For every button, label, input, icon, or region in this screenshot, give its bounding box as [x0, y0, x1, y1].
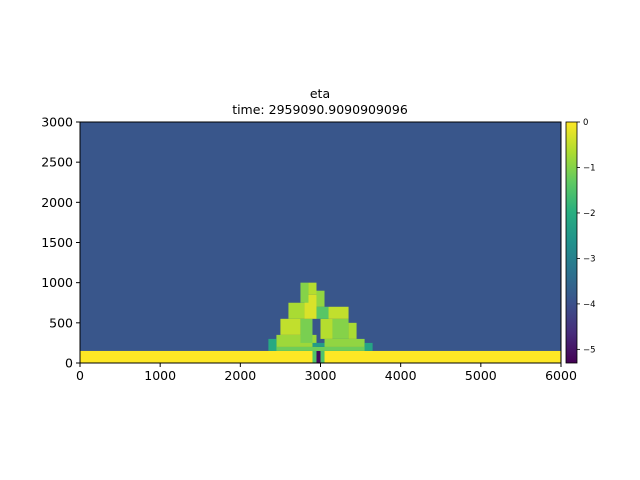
heatmap-cell — [320, 318, 333, 339]
colorbar — [565, 121, 578, 364]
heatmap-cell — [348, 322, 357, 339]
y-tick-label: 0 — [65, 356, 73, 371]
y-tick-label: 2000 — [41, 195, 73, 210]
heatmap-cell — [332, 318, 349, 339]
y-tick-label: 2500 — [41, 155, 73, 170]
colorbar-tick-label: −4 — [583, 300, 596, 310]
chart-subtitle: time: 2959090.9090909096 — [232, 102, 408, 117]
heatmap-cell — [316, 306, 329, 319]
x-tick-label: 1000 — [144, 368, 176, 383]
heatmap-cell — [316, 350, 321, 363]
colorbar-tick-label: −5 — [583, 345, 596, 355]
heatmap-cell — [316, 290, 325, 307]
heatmap-cell — [300, 282, 309, 303]
heatmap-cell — [364, 342, 373, 351]
heatmap-cell — [300, 318, 313, 343]
heatmap-cell — [308, 282, 317, 295]
colorbar-tick-label: −2 — [583, 209, 596, 219]
y-axis: 0 500 1000 1500 2000 2500 3000 — [41, 115, 80, 371]
heatmap-cell — [328, 306, 349, 319]
x-tick-label: 6000 — [545, 368, 577, 383]
x-tick-label: 3000 — [305, 368, 337, 383]
x-tick-label: 5000 — [465, 368, 497, 383]
y-tick-label: 3000 — [41, 115, 73, 130]
y-tick-label: 1000 — [41, 275, 73, 290]
y-tick-label: 500 — [49, 315, 73, 330]
heatmap-cell — [272, 346, 369, 351]
heatmap-cell — [324, 338, 365, 347]
x-axis: 0 1000 2000 3000 4000 5000 6000 — [76, 363, 577, 383]
colorbar-tick-label: −1 — [583, 163, 596, 173]
heatmap-cell — [280, 318, 301, 335]
heatmap-cell — [288, 302, 305, 319]
colorbar-tick-label: 0 — [583, 118, 588, 128]
heatmap-cell — [312, 342, 325, 347]
x-tick-label: 4000 — [385, 368, 417, 383]
heatmap-cells — [80, 122, 561, 363]
x-tick-label: 0 — [76, 368, 84, 383]
x-tick-label: 2000 — [224, 368, 256, 383]
y-tick-label: 1500 — [41, 235, 73, 250]
colorbar-tick-label: −3 — [583, 254, 596, 264]
colorbar-axis: 0 −1 −2 −3 −4 −5 — [577, 118, 596, 355]
chart-title: eta — [310, 86, 330, 101]
heatmap-cell — [268, 338, 277, 351]
